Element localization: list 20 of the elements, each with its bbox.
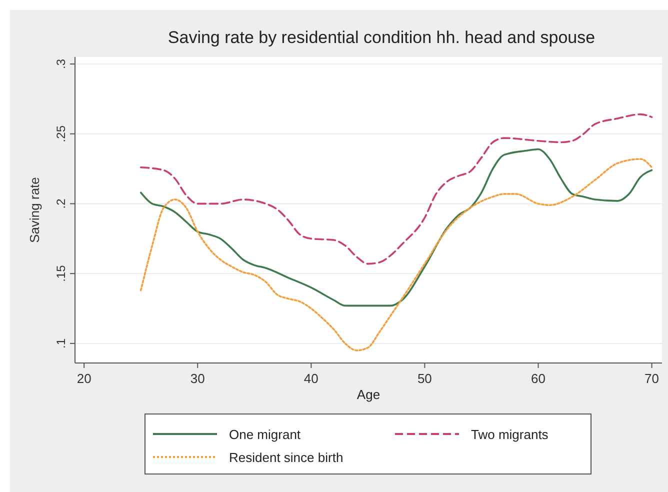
line-series — [140, 148, 653, 307]
y-tick-label: .15 — [54, 264, 68, 282]
x-tick-label: 20 — [76, 371, 92, 386]
line-series — [140, 113, 653, 265]
y-tick-label: .25 — [54, 125, 68, 142]
legend-label: Resident since birth — [229, 450, 344, 465]
x-tick-label: 70 — [644, 371, 660, 386]
x-axis-title: Age — [356, 387, 380, 402]
legend-label: Two migrants — [471, 427, 549, 442]
y-tick-label: .2 — [54, 198, 68, 209]
y-axis-title: Saving rate — [27, 177, 42, 243]
y-tick-label: .3 — [54, 58, 68, 69]
line-series — [140, 158, 653, 352]
x-tick-label: 60 — [531, 371, 546, 386]
x-tick-label: 30 — [190, 371, 205, 386]
legend-label: One migrant — [229, 427, 301, 442]
x-tick-label: 50 — [417, 371, 432, 386]
chart-title: Saving rate by residential condition hh. head and spouse — [168, 28, 596, 47]
y-tick-label: .1 — [54, 338, 68, 348]
x-tick-label: 40 — [304, 371, 318, 386]
